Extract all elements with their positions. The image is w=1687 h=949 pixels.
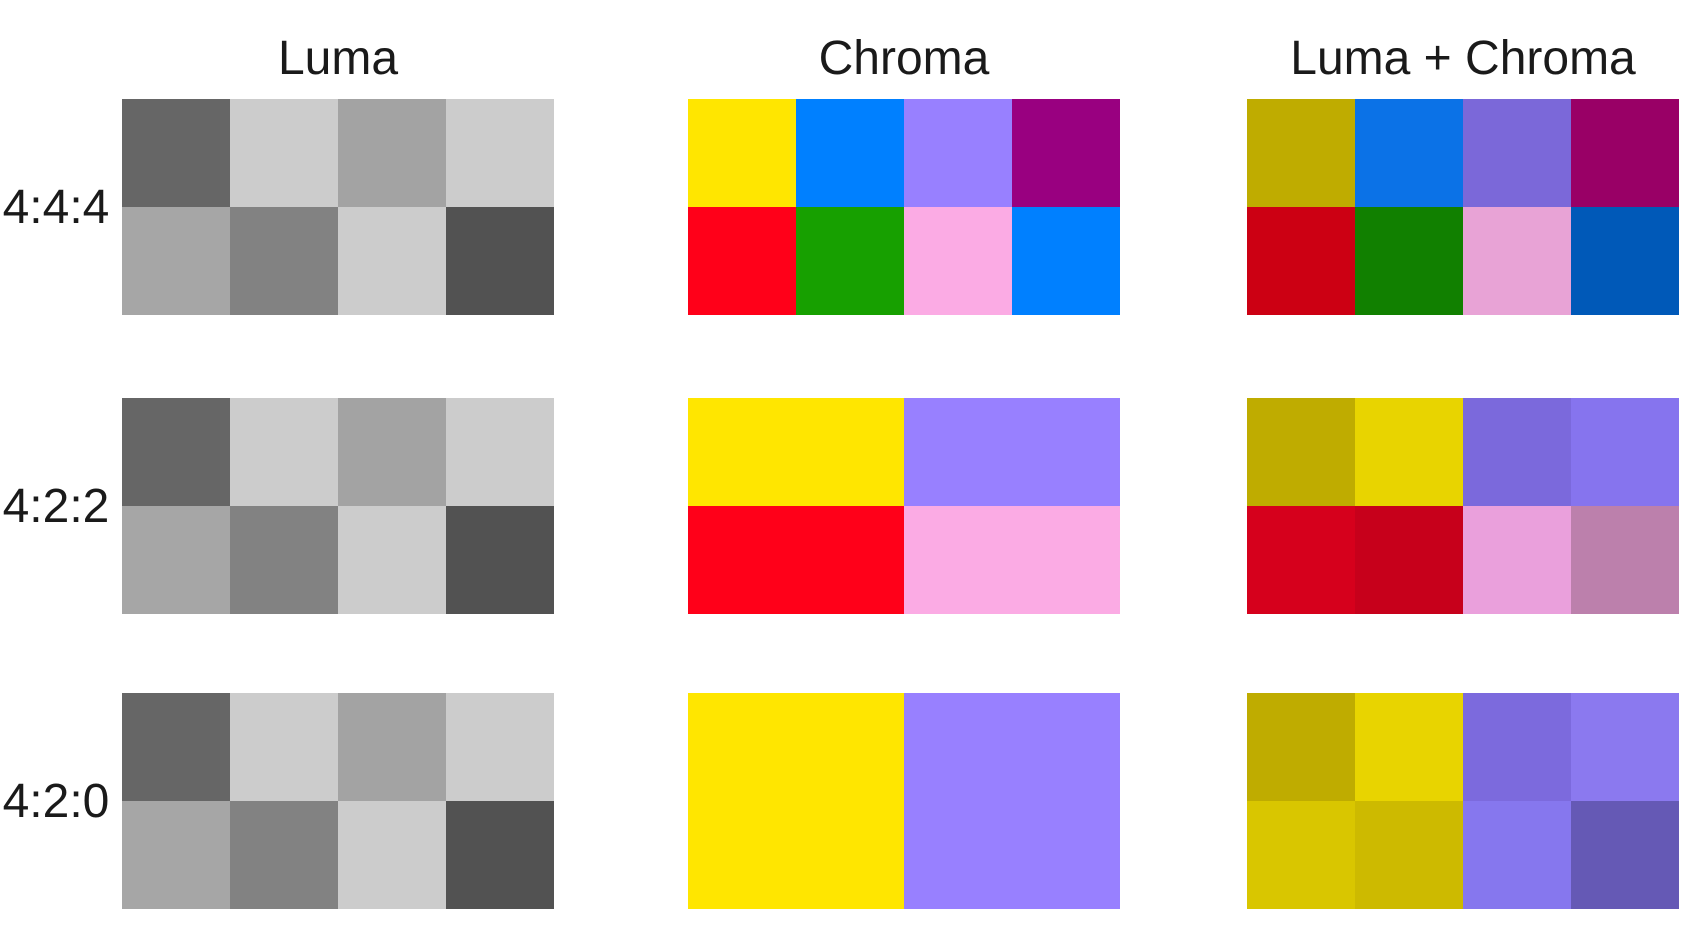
panel-cell — [122, 693, 230, 801]
luma-plus-chroma-panel-420 — [1247, 693, 1679, 909]
panel-cell — [1463, 506, 1571, 614]
panel-cell — [1355, 398, 1463, 506]
panel-cell — [1247, 99, 1355, 207]
panel-cell — [688, 693, 904, 909]
panel-cell — [904, 506, 1120, 614]
panel-cell — [1571, 207, 1679, 315]
chroma-panel-444 — [688, 99, 1120, 315]
row-label-4-4-4: 4:4:4 — [2, 180, 110, 234]
panel-cell — [230, 801, 338, 909]
row-label-4-2-2: 4:2:2 — [2, 479, 110, 533]
panel-cell — [338, 506, 446, 614]
panel-cell — [1571, 506, 1679, 614]
panel-cell — [338, 693, 446, 801]
column-title-luma-plus-chroma: Luma + Chroma — [1290, 32, 1636, 85]
panel-cell — [338, 207, 446, 315]
panel-cell — [230, 99, 338, 207]
panel-cell — [1355, 207, 1463, 315]
panel-cell — [446, 99, 554, 207]
panel-cell — [904, 398, 1120, 506]
panel-cell — [1012, 207, 1120, 315]
panel-cell — [446, 506, 554, 614]
panel-cell — [1571, 801, 1679, 909]
panel-cell — [122, 506, 230, 614]
panel-cell — [1247, 207, 1355, 315]
panel-cell — [446, 801, 554, 909]
panel-cell — [122, 801, 230, 909]
panel-cell — [1571, 99, 1679, 207]
panel-cell — [1012, 99, 1120, 207]
panel-cell — [688, 99, 796, 207]
panel-cell — [446, 207, 554, 315]
panel-cell — [904, 693, 1120, 909]
panel-cell — [446, 398, 554, 506]
panel-cell — [688, 207, 796, 315]
luma-plus-chroma-panel-422 — [1247, 398, 1679, 614]
panel-cell — [338, 801, 446, 909]
panel-cell — [230, 693, 338, 801]
panel-cell — [796, 207, 904, 315]
panel-cell — [1355, 693, 1463, 801]
panel-cell — [338, 398, 446, 506]
panel-cell — [230, 207, 338, 315]
panel-cell — [1355, 506, 1463, 614]
panel-cell — [1355, 801, 1463, 909]
panel-cell — [230, 506, 338, 614]
panel-cell — [446, 693, 554, 801]
panel-cell — [1355, 99, 1463, 207]
chroma-panel-422 — [688, 398, 1120, 614]
panel-cell — [122, 398, 230, 506]
luma-panel-444 — [122, 99, 554, 315]
panel-cell — [122, 207, 230, 315]
panel-cell — [1571, 398, 1679, 506]
panel-cell — [904, 99, 1012, 207]
row-label-4-2-0: 4:2:0 — [2, 774, 110, 828]
luma-plus-chroma-panel-444 — [1247, 99, 1679, 315]
panel-cell — [1463, 693, 1571, 801]
panel-cell — [1247, 693, 1355, 801]
panel-cell — [1463, 398, 1571, 506]
column-title-chroma: Chroma — [818, 32, 990, 85]
panel-cell — [1463, 207, 1571, 315]
panel-cell — [1247, 398, 1355, 506]
luma-panel-420 — [122, 693, 554, 909]
panel-cell — [904, 207, 1012, 315]
panel-cell — [230, 398, 338, 506]
column-title-luma: Luma — [277, 32, 399, 85]
panel-cell — [688, 506, 904, 614]
panel-cell — [688, 398, 904, 506]
panel-cell — [796, 99, 904, 207]
panel-cell — [1463, 99, 1571, 207]
panel-cell — [1571, 693, 1679, 801]
chroma-panel-420 — [688, 693, 1120, 909]
panel-cell — [338, 99, 446, 207]
panel-cell — [1247, 506, 1355, 614]
luma-panel-422 — [122, 398, 554, 614]
panel-cell — [1463, 801, 1571, 909]
panel-cell — [1247, 801, 1355, 909]
panel-cell — [122, 99, 230, 207]
